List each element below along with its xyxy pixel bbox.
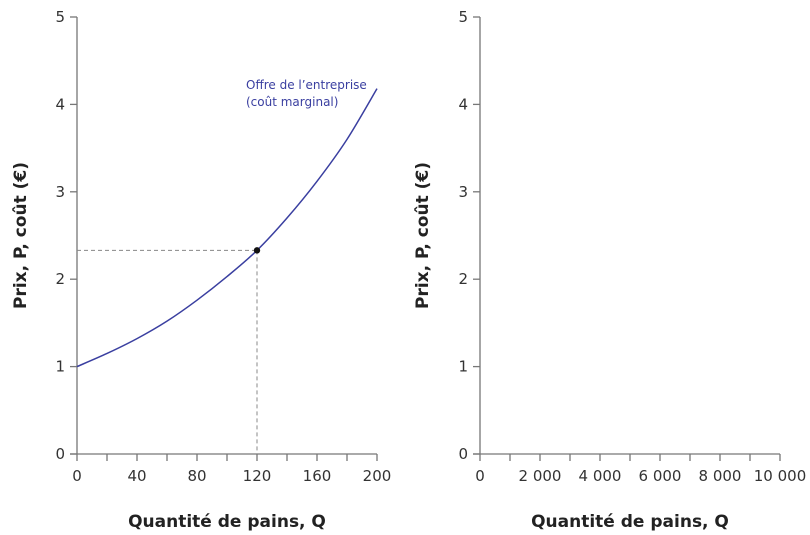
- y-tick-label: 3: [458, 183, 468, 201]
- y-tick-label: 0: [458, 445, 468, 463]
- x-tick-label: 40: [127, 467, 146, 485]
- y-tick-label: 4: [458, 95, 468, 113]
- left-chart: 0 1 2 3 4 5 0 40 80 120 160 200 Quantité de pains, Q…: [11, 8, 391, 532]
- y-tick-label: 5: [458, 8, 468, 26]
- x-tick-label: 8 000: [699, 467, 742, 485]
- x-tick-label: 0: [72, 467, 82, 485]
- y-axis-title: Prix, P, coût (€): [413, 162, 433, 309]
- x-tick-label: 80: [187, 467, 206, 485]
- x-tick-label: 160: [303, 467, 332, 485]
- y-axis-title: Prix, P, coût (€): [11, 162, 31, 309]
- supply-curve-label: Offre de l’entreprise: [246, 78, 367, 92]
- y-tick-label: 2: [458, 270, 468, 288]
- x-axis-title: Quantité de pains, Q: [128, 512, 326, 532]
- y-tick-label: 1: [458, 358, 468, 376]
- supply-curve-label: (coût marginal): [246, 95, 338, 109]
- y-tick-label: 3: [55, 183, 65, 201]
- y-tick-label: 4: [55, 95, 65, 113]
- y-tick-label: 1: [55, 358, 65, 376]
- y-tick-label: 2: [55, 270, 65, 288]
- x-tick-label: 120: [243, 467, 272, 485]
- y-tick-label: 5: [55, 8, 65, 26]
- x-axis-title: Quantité de pains, Q: [531, 512, 729, 532]
- x-tick-label: 4 000: [579, 467, 622, 485]
- right-chart: 0 1 2 3 4 5 0 2 000 4 000 6 000 8 000 10 000 Quantit…: [413, 8, 806, 532]
- x-tick-label: 6 000: [639, 467, 682, 485]
- x-tick-label: 10 000: [754, 467, 807, 485]
- x-tick-label: 2 000: [519, 467, 562, 485]
- highlight-point: [253, 247, 261, 254]
- y-tick-label: 0: [55, 445, 65, 463]
- x-tick-label: 0: [475, 467, 485, 485]
- x-tick-label: 200: [363, 467, 392, 485]
- supply-curve: [76, 88, 378, 368]
